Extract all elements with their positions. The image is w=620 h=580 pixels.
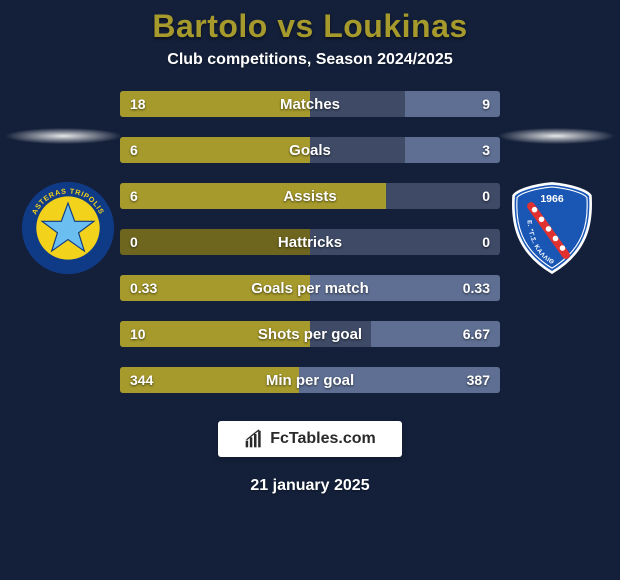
stat-label: Hattricks <box>278 234 342 251</box>
title-left: Bartolo <box>152 8 268 44</box>
stat-value-right: 6.67 <box>463 326 490 342</box>
crest-right: 1966 Π.Α.Ε. "Γ.Σ. ΚΑΛΛΙΘΕΑ" <box>504 180 600 276</box>
stat-value-right: 0.33 <box>463 280 490 296</box>
fctables-badge[interactable]: FcTables.com <box>218 421 402 457</box>
stat-value-right: 0 <box>482 234 490 250</box>
stat-value-left: 0.33 <box>130 280 157 296</box>
asteras-logo-icon: ASTERAS TRIPOLIS FOOTBALL CLUB <box>20 180 116 276</box>
stat-row: 0 0 Hattricks <box>120 229 500 255</box>
stat-value-right: 387 <box>467 372 490 388</box>
bar-fill-left <box>120 137 310 163</box>
stat-value-left: 0 <box>130 234 138 250</box>
stats-list: 18 9 Matches 6 3 Goals 6 0 Assists 0 0 Hattricks 0.3… <box>120 91 500 393</box>
stat-value-right: 3 <box>482 142 490 158</box>
stat-label: Assists <box>283 188 336 205</box>
date-text: 21 january 2025 <box>250 477 369 495</box>
stat-row: 18 9 Matches <box>120 91 500 117</box>
stat-value-left: 18 <box>130 96 146 112</box>
stat-row: 344 387 Min per goal <box>120 367 500 393</box>
stat-value-left: 344 <box>130 372 153 388</box>
stat-row: 10 6.67 Shots per goal <box>120 321 500 347</box>
stat-label: Matches <box>280 96 340 113</box>
stat-row: 6 3 Goals <box>120 137 500 163</box>
stat-label: Min per goal <box>266 372 354 389</box>
stat-value-left: 6 <box>130 188 138 204</box>
title-sep: vs <box>277 8 314 44</box>
stat-row: 6 0 Assists <box>120 183 500 209</box>
title-right: Loukinas <box>323 8 467 44</box>
stat-value-right: 0 <box>482 188 490 204</box>
stat-label: Goals <box>289 142 331 159</box>
stat-row: 0.33 0.33 Goals per match <box>120 275 500 301</box>
stat-value-right: 9 <box>482 96 490 112</box>
page-title: Bartolo vs Loukinas <box>152 8 467 45</box>
stat-label: Shots per goal <box>258 326 362 343</box>
kallithea-logo-icon: 1966 Π.Α.Ε. "Γ.Σ. ΚΑΛΛΙΘΕΑ" <box>504 180 600 276</box>
svg-text:1966: 1966 <box>540 194 563 205</box>
platform-left <box>6 128 121 144</box>
fctables-text: FcTables.com <box>270 430 376 448</box>
subtitle: Club competitions, Season 2024/2025 <box>167 51 452 69</box>
bar-fill-left <box>120 183 386 209</box>
stat-value-left: 6 <box>130 142 138 158</box>
comparison-infographic: Bartolo vs Loukinas Club competitions, S… <box>0 0 620 580</box>
stat-label: Goals per match <box>251 280 369 297</box>
platform-right <box>499 128 614 144</box>
crest-left: ASTERAS TRIPOLIS FOOTBALL CLUB <box>20 180 116 276</box>
chart-icon <box>244 429 264 449</box>
stat-value-left: 10 <box>130 326 146 342</box>
